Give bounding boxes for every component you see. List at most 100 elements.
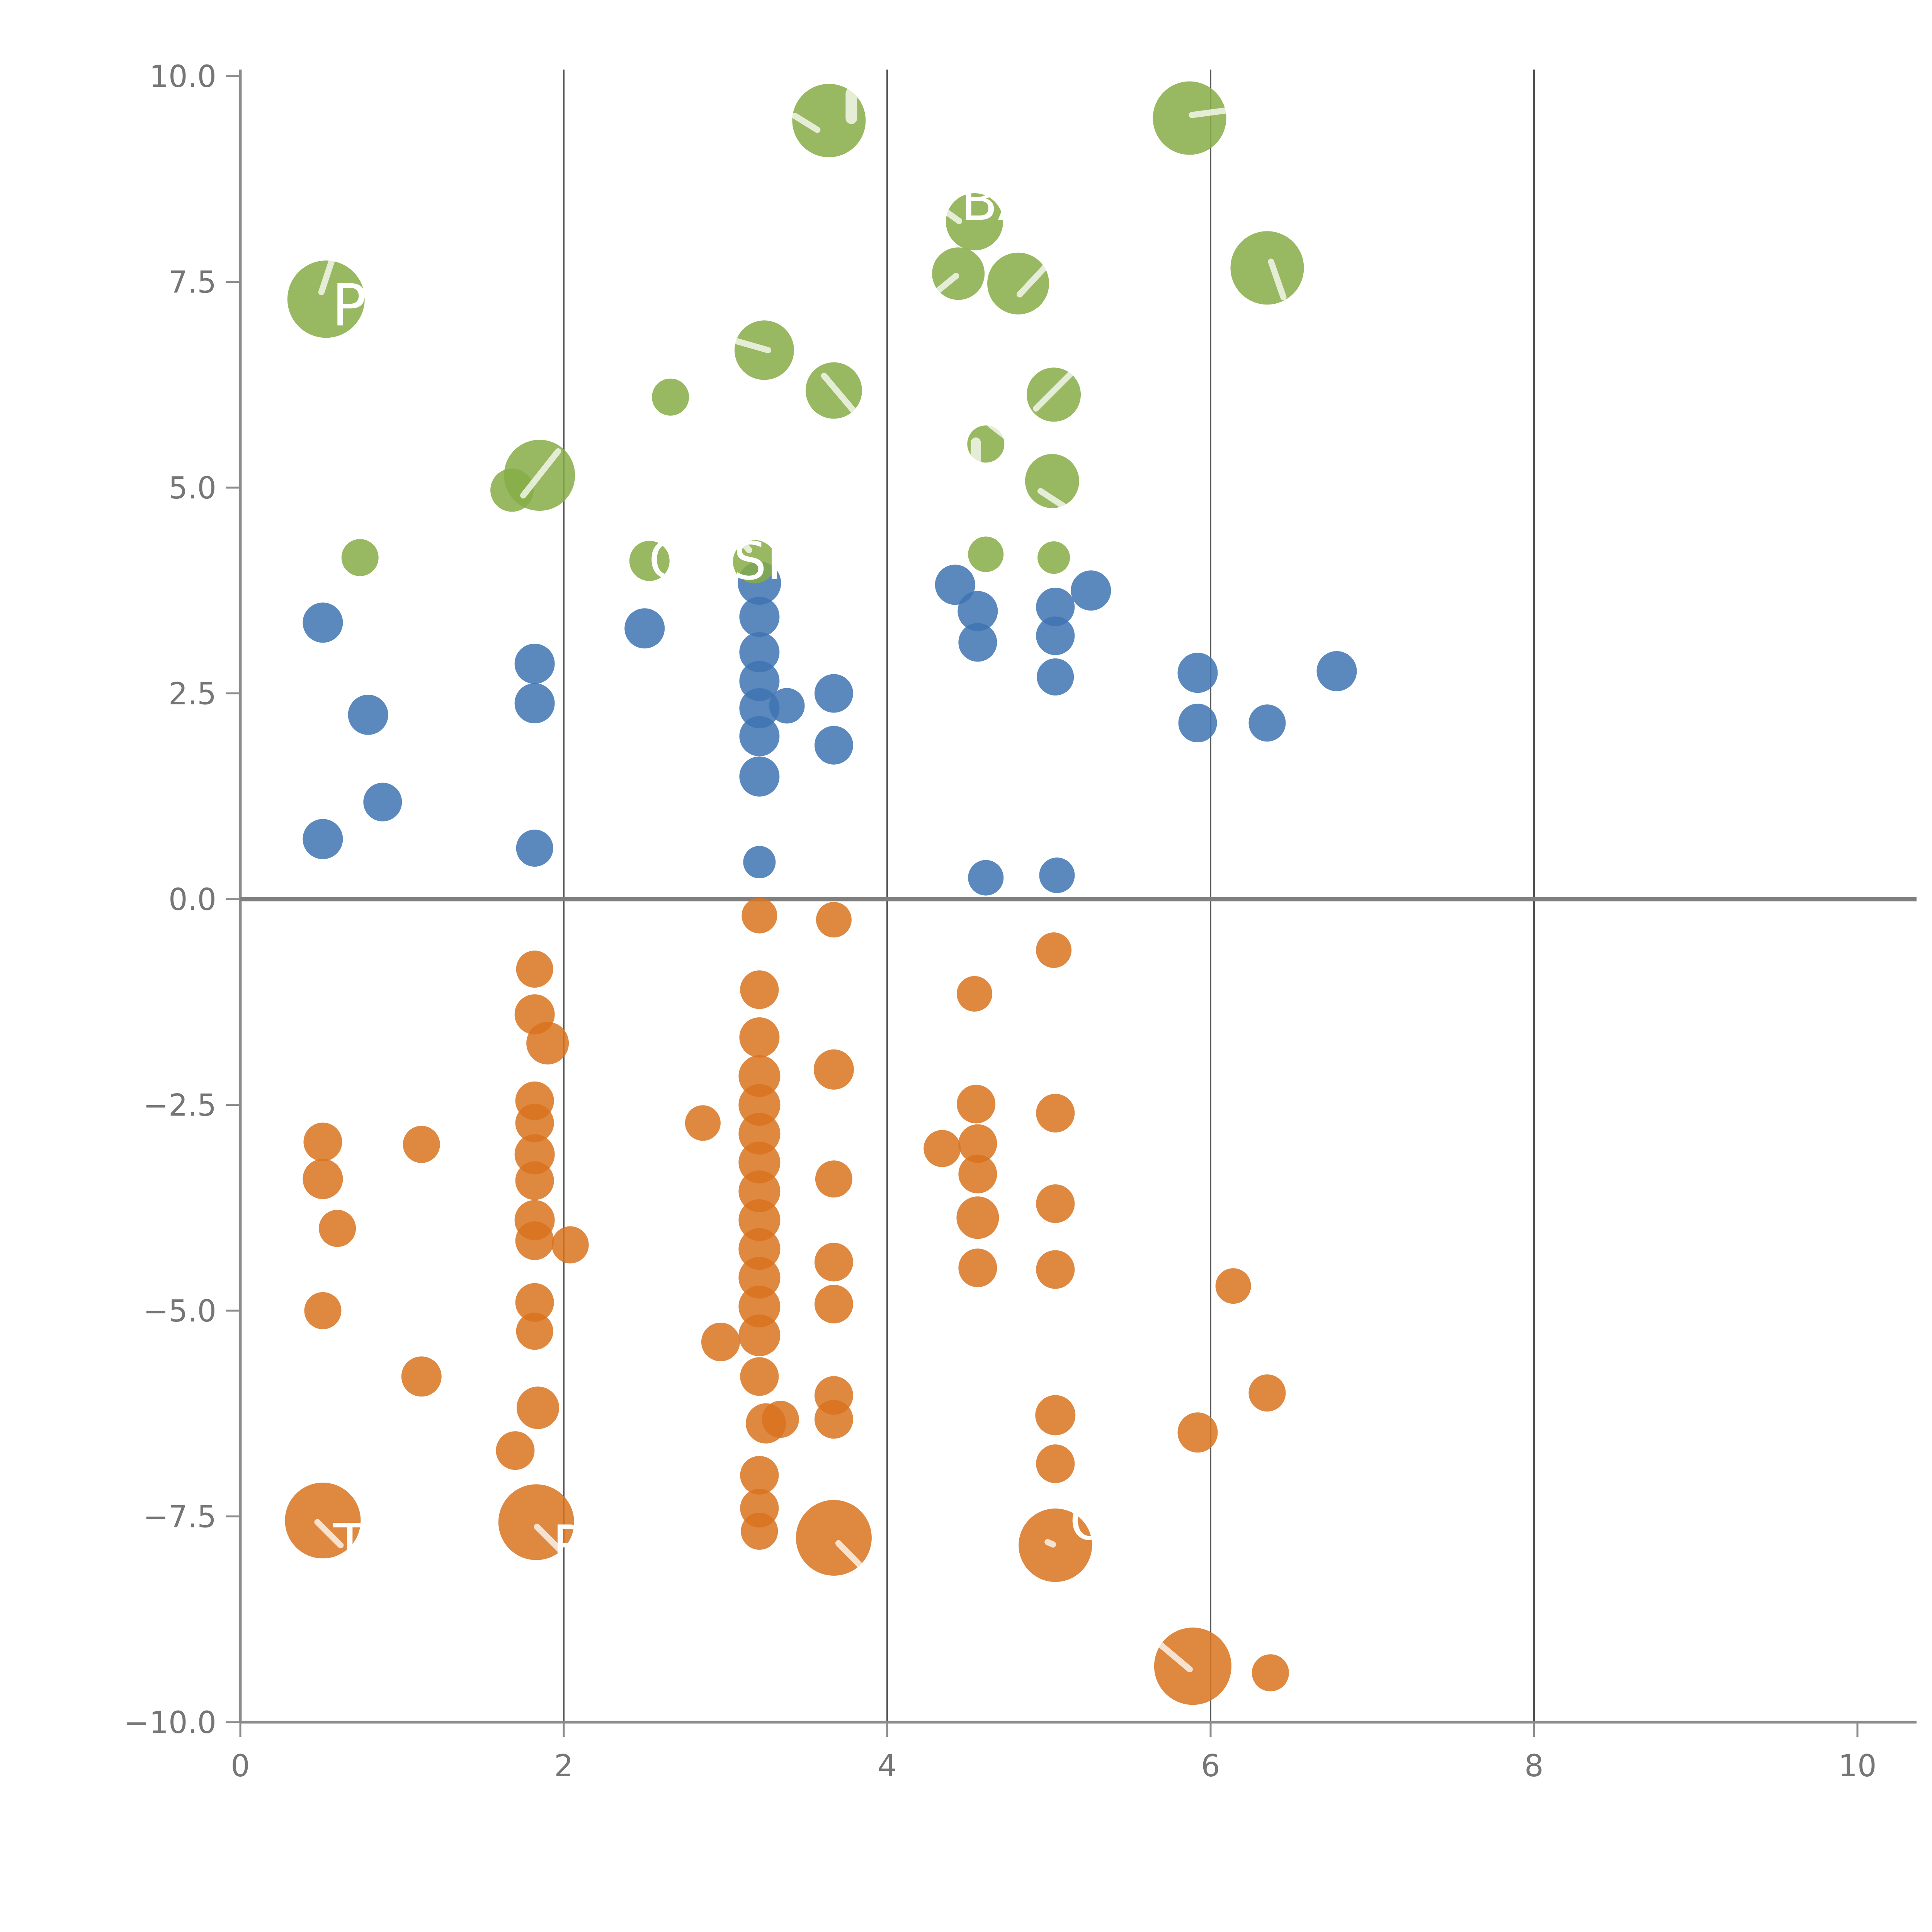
bubble-orange [738, 1199, 781, 1241]
bubble-orange [515, 1221, 554, 1260]
bubble-blue [814, 674, 853, 713]
bubble-green [629, 541, 670, 581]
bubble-blue [363, 782, 402, 821]
annotation-leader-line [314, 1519, 344, 1549]
bubble-green [1037, 541, 1070, 574]
bubbles-orange-group [285, 898, 1289, 1705]
bubble-orange [957, 1085, 996, 1124]
bubble-blue [624, 608, 665, 649]
x-tick-label: 0 [231, 1749, 250, 1784]
annotation-leader-line [1044, 1539, 1056, 1548]
bubble-green [652, 378, 689, 416]
annotation-leader-line [1268, 259, 1287, 301]
bubble-blue [1248, 704, 1286, 742]
bubble-orange [516, 951, 553, 988]
bubble-blue [1178, 704, 1217, 743]
bubble-orange [1252, 1654, 1289, 1692]
bubble-orange [923, 1130, 961, 1167]
bubble-blue [1039, 857, 1075, 893]
bubble-blue [739, 716, 780, 757]
bubble-orange [738, 1314, 781, 1356]
bubble-orange [303, 1122, 342, 1162]
bubble-blue [303, 819, 343, 859]
bubble-orange [815, 1160, 852, 1198]
y-tick-label: 2.5 [168, 677, 216, 712]
bubble-blue [1316, 651, 1357, 691]
annotation-leader-line [1189, 107, 1230, 118]
bubble-orange [738, 1170, 781, 1213]
tick-group: 0 2 4 6 8 10 10.0 7.5 5.0 2.5 0.0 −2.5 −5.0 −7.5 −10.0 [124, 60, 1877, 1784]
bubble-orange [956, 976, 992, 1012]
bubble-orange [958, 1124, 997, 1163]
axes-group [239, 70, 1917, 1724]
x-tick-label: 8 [1524, 1749, 1544, 1784]
bubble-orange [1036, 1094, 1075, 1133]
bubble-orange [403, 1126, 440, 1163]
bubble-orange [740, 1357, 779, 1396]
bubble-orange [740, 1456, 779, 1495]
bubble-orange [526, 1022, 569, 1065]
bubble-blue [743, 846, 776, 879]
bubble-orange [1036, 932, 1072, 968]
x-tick-label: 4 [878, 1749, 897, 1784]
bubble-blue [1036, 587, 1075, 626]
bubble-orange [401, 1356, 442, 1397]
bubble-blue [1177, 653, 1218, 693]
bubble-orange [515, 1283, 554, 1322]
bubble-orange [1036, 1184, 1075, 1223]
bubble-orange [1036, 1444, 1075, 1483]
bubble-orange [738, 1141, 781, 1184]
bubble-orange [516, 1313, 553, 1350]
x-tick-label: 10 [1838, 1749, 1876, 1784]
bubble-orange [1154, 1628, 1231, 1705]
annotation-leader-line [534, 1524, 563, 1553]
bubble-orange [701, 1322, 740, 1361]
bubble-blue [514, 643, 555, 684]
y-tick-label: 10.0 [149, 60, 216, 94]
bubble-orange [1035, 1395, 1076, 1435]
bubble-orange [958, 1155, 997, 1194]
bubble-orange [814, 1400, 853, 1439]
bubble-green [946, 193, 1003, 251]
annotation-leader-line [520, 448, 561, 499]
bubble-orange [958, 1248, 997, 1287]
bubble-orange [685, 1105, 721, 1141]
bubble-orange [738, 1055, 781, 1097]
bubble-blue [348, 694, 388, 735]
bubble-green [1153, 81, 1226, 155]
bubble-blue [769, 688, 805, 724]
bubble-green [968, 536, 1004, 572]
x-tick-label: 6 [1201, 1749, 1220, 1784]
bubble-orange [515, 1161, 554, 1200]
annotation-leader-line [727, 336, 771, 354]
bubble-orange [304, 1292, 342, 1329]
bubble-blue [739, 688, 780, 728]
y-tick-label: 5.0 [168, 471, 216, 506]
y-tick-label: −10.0 [124, 1706, 216, 1740]
y-tick-label: 7.5 [168, 265, 216, 300]
bubble-blue [1071, 570, 1111, 611]
bubble-orange [738, 1084, 781, 1126]
bubble-orange [813, 1049, 854, 1090]
bubble-orange [739, 1017, 780, 1058]
y-tick-label: −2.5 [143, 1088, 216, 1123]
annotation-leader-line [821, 372, 862, 421]
bubble-green [1230, 231, 1304, 305]
annotation-leader-line [1033, 371, 1074, 412]
bubble-blue [739, 632, 780, 672]
bubble-orange [303, 1159, 343, 1199]
bubble-green [987, 252, 1049, 315]
bubble-orange [762, 1401, 799, 1438]
bubble-blue [739, 597, 780, 637]
bubble-orange [814, 1243, 853, 1282]
bubble-green [341, 539, 379, 577]
bubble-orange [515, 1104, 554, 1143]
bubble-orange [742, 898, 777, 934]
bubble-orange [1036, 1250, 1075, 1289]
bubble-orange [1177, 1412, 1218, 1453]
bubble-blue [516, 829, 553, 867]
bubble-orange [1215, 1268, 1251, 1304]
bubble-orange [517, 1386, 560, 1429]
